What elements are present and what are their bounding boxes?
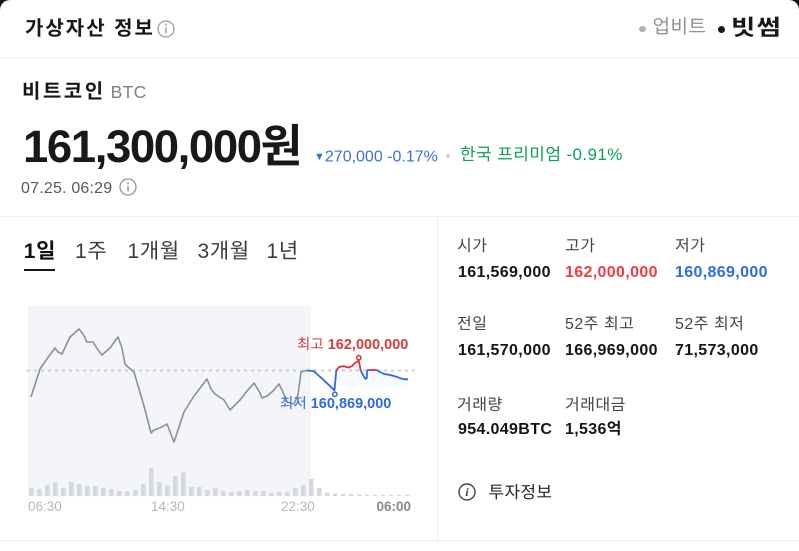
- svg-text:i: i: [465, 485, 469, 499]
